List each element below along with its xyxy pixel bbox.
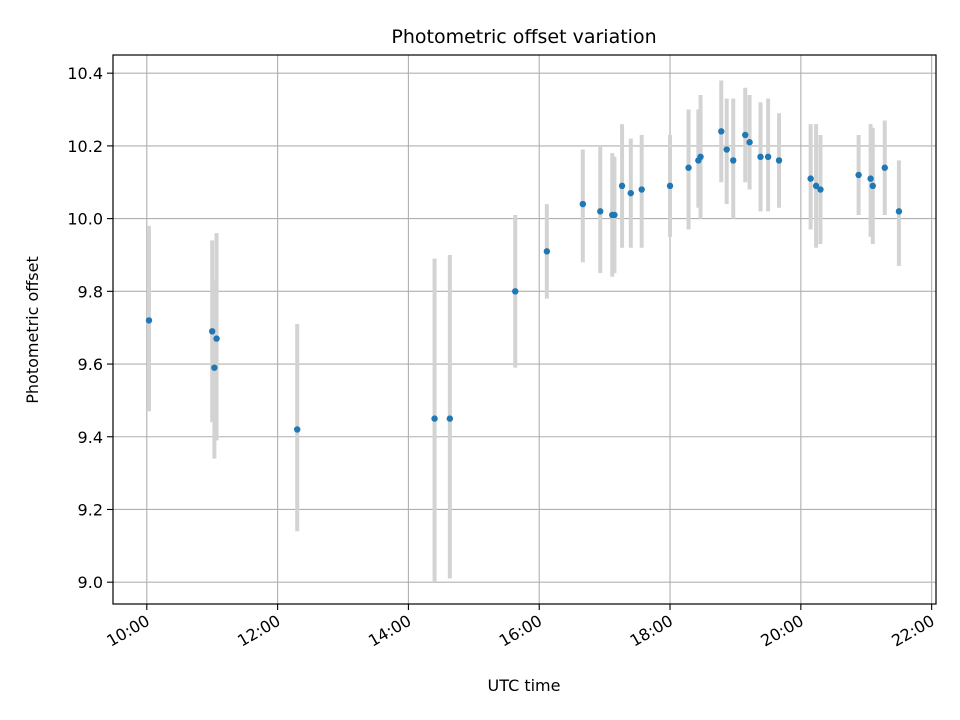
data-point [855,171,862,179]
y-tick-label: 9.4 [78,428,103,447]
data-point [881,164,888,171]
x-tick-label: 14:00 [365,611,414,651]
y-tick-label: 9.6 [78,355,103,374]
data-point [543,248,551,255]
y-tick-label: 10.0 [67,210,103,229]
x-tick-label: 18:00 [627,611,676,651]
data-point [812,182,820,190]
x-tick-label: 20:00 [757,611,806,651]
data-point [867,175,874,182]
data-point [730,157,737,164]
y-tick-label: 10.4 [67,64,103,83]
data-point [211,364,218,371]
y-tick-label: 10.2 [67,137,103,156]
data-point [764,153,772,161]
data-point [757,153,764,161]
data-point [431,415,438,422]
y-tick-label: 9.0 [78,573,103,592]
data-point [512,288,519,295]
x-tick-label: 22:00 [888,611,937,651]
data-point [618,182,626,190]
y-tick-label: 9.8 [78,282,103,301]
data-point [294,426,301,433]
data-point [718,128,725,135]
data-point [638,186,645,193]
data-points [145,128,903,433]
data-point [723,146,730,153]
data-point [775,157,783,164]
error-bars [146,80,901,583]
data-point [213,335,220,342]
data-point [697,153,704,161]
x-tick-label: 12:00 [234,611,283,651]
data-point [807,175,814,182]
data-point [627,189,634,197]
x-axis: 10:00 12:00 14:00 16:00 18:00 20:00 22:00 [103,604,938,651]
chart-title: Photometric offset variation [391,26,656,48]
data-point [685,164,692,171]
y-axis: 9.0 9.2 9.4 9.6 9.8 10.0 10.2 10.4 [67,64,113,592]
data-point [895,208,903,215]
data-point [579,200,587,208]
grid [113,55,936,604]
x-tick-label: 16:00 [496,611,545,651]
data-point [597,208,604,215]
data-point [869,182,876,190]
x-tick-label: 10:00 [103,611,152,651]
data-point [817,186,824,193]
plot-area-frame [112,54,937,605]
data-point [208,328,216,335]
x-axis-title: UTC time [488,676,561,695]
data-point [746,139,753,146]
y-axis-title: Photometric offset [23,256,42,404]
data-point [742,131,749,139]
y-tick-label: 9.2 [78,500,103,519]
data-point [666,182,674,190]
data-point [446,415,454,422]
data-point [611,211,618,219]
data-point [145,317,153,324]
